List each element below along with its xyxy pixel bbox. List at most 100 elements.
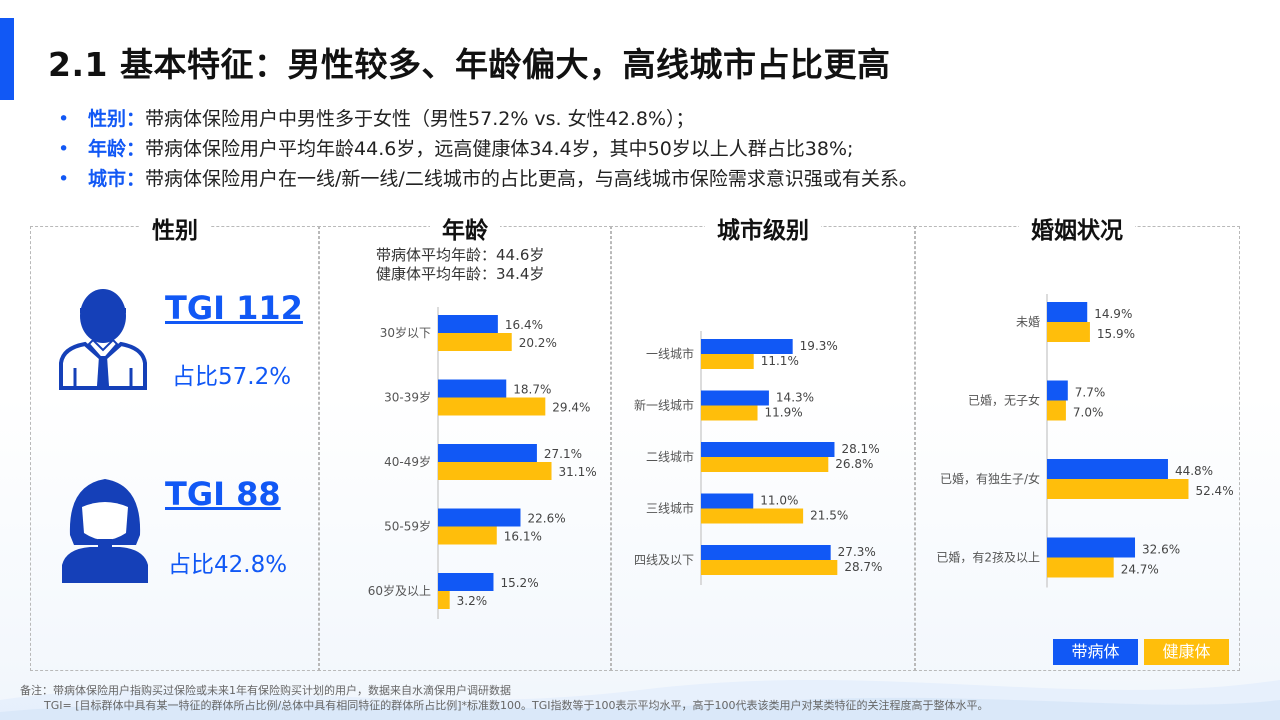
data-label: 15.9% [1097,327,1135,341]
data-label: 27.1% [544,447,582,461]
bar-health [1047,322,1090,342]
category-label: 60岁及以上 [368,583,431,598]
female-share: 占比42.8% [168,552,288,578]
female-user-icon [62,479,148,583]
bar-sick [1047,302,1088,322]
male-tgi: TGI 112 [165,289,303,327]
bar-health [438,591,450,609]
data-label: 27.3% [838,545,876,559]
legend-health: 健康体 [1144,639,1229,665]
data-label: 15.2% [500,576,538,590]
age-bar-chart: 30岁以下 16.4% 20.2% 30-39岁 18.7%29.4% 40-49岁 27.… [368,307,597,619]
male-user-icon [59,289,147,390]
category-label: 三线城市 [646,501,694,516]
data-label: 20.2% [519,336,557,350]
data-label: 11.0% [760,494,798,508]
data-label: 11.1% [761,354,799,368]
male-share: 占比57.2% [172,364,292,390]
background-wave [0,680,1280,720]
bar-sick [1047,537,1136,558]
gender-panel-title: 性别 [140,211,210,245]
gender-panel: 性别 [30,211,320,671]
bar-health [438,526,497,545]
data-label: 21.5% [810,509,848,523]
bullet-age: • 年龄：带病体保险用户平均年龄44.6岁，远高健康体34.4岁，其中50岁以上人… [58,138,854,160]
data-label: 26.8% [835,457,873,471]
bar-sick [438,573,494,591]
bar-health [438,333,512,351]
city-panel-title: 城市级别 [705,211,821,245]
category-label: 四线及以下 [634,553,694,567]
category-label: 一线城市 [646,346,694,361]
footnote-tgi: TGI= [目标群体中具有某一特征的群体所占比例/总体中具有相同特征的群体所占比… [44,699,989,712]
age-panel-title: 年龄 [430,211,500,245]
footnote-definition: 备注：带病体保险用户指购买过保险或未来1年有保险购买计划的用户，数据来自水滴保用… [20,684,511,697]
data-label: 16.4% [505,318,543,332]
marriage-panel-title: 婚姻状况 [1019,211,1135,245]
data-label: 32.6% [1142,543,1180,557]
data-label: 7.0% [1073,406,1104,420]
summary-bullets: • 性别：带病体保险用户中男性多于女性（男性57.2% vs. 女性42.8%）；… [58,104,918,194]
category-label: 已婚，有2孩及以上 [936,551,1040,565]
data-label: 19.3% [800,339,838,353]
city-panel: 城市级别 [610,211,916,671]
category-label: 40-49岁 [384,454,431,469]
age-panel: 年龄 [318,211,612,671]
bar-health [701,508,804,524]
bullet-city: • 城市：带病体保险用户在一线/新一线/二线城市的占比更高，与高线城市保险需求意识… [58,168,918,190]
avg-age-health: 健康体平均年龄：34.4岁 [376,265,545,283]
category-label: 30岁以下 [380,325,431,340]
category-label: 新一线城市 [634,398,694,413]
data-label: 16.1% [504,530,542,544]
female-tgi: TGI 88 [165,475,281,513]
data-label: 11.9% [765,406,803,420]
bar-health [701,457,829,472]
page-title: 2.1 基本特征：男性较多、年龄偏大，高线城市占比更高 [48,45,891,84]
data-label: 14.9% [1094,307,1132,321]
bar-health [701,405,758,421]
bar-sick [701,390,769,406]
data-label: 28.1% [841,442,879,456]
bar-sick [438,508,521,527]
bar-sick [701,493,754,509]
legend-sick: 带病体 [1053,639,1138,665]
data-label: 44.8% [1175,464,1213,478]
bar-sick [438,444,537,462]
data-label: 28.7% [844,560,882,574]
bar-health [1047,557,1114,578]
bullet-gender: • 性别：带病体保险用户中男性多于女性（男性57.2% vs. 女性42.8%）； [58,108,695,130]
marriage-panel: 婚姻状况 [914,211,1240,671]
data-label: 52.4% [1195,484,1233,498]
data-label: 31.1% [559,465,597,479]
bar-health [438,397,546,416]
category-label: 50-59岁 [384,519,431,534]
bar-sick [438,315,498,333]
bar-health [1047,479,1189,499]
data-label: 7.7% [1075,386,1106,400]
city-bar-chart: 一线城市 19.3%11.1% 新一线城市 14.3%11.9% 二线城市 28.1%26… [634,331,882,585]
data-label: 18.7% [513,383,551,397]
marriage-bar-chart: 未婚 14.9% 15.9% 已婚，无子女 7.7% 7.0% 已婚，有独生子/女 44.8%… [936,294,1234,588]
data-label: 24.7% [1121,563,1159,577]
avg-age-sick: 带病体平均年龄：44.6岁 [376,246,545,264]
bar-sick [1047,380,1068,401]
bar-sick [701,339,793,354]
data-label: 22.6% [527,512,565,526]
data-label: 3.2% [457,594,488,608]
bar-health [701,354,754,369]
bar-health [1047,400,1066,421]
bar-sick [1047,459,1168,479]
category-label: 30-39岁 [384,390,431,405]
bar-sick [701,545,831,560]
category-label: 二线城市 [646,449,694,464]
title-accent-bar [0,18,14,100]
bar-sick [438,379,507,398]
data-label: 14.3% [776,391,814,405]
category-label: 已婚，有独生子/女 [940,471,1040,486]
data-label: 29.4% [552,401,590,415]
category-label: 未婚 [1016,315,1040,329]
bar-health [701,560,838,575]
category-label: 已婚，无子女 [968,393,1040,408]
bar-sick [701,442,835,457]
bar-health [438,462,552,480]
